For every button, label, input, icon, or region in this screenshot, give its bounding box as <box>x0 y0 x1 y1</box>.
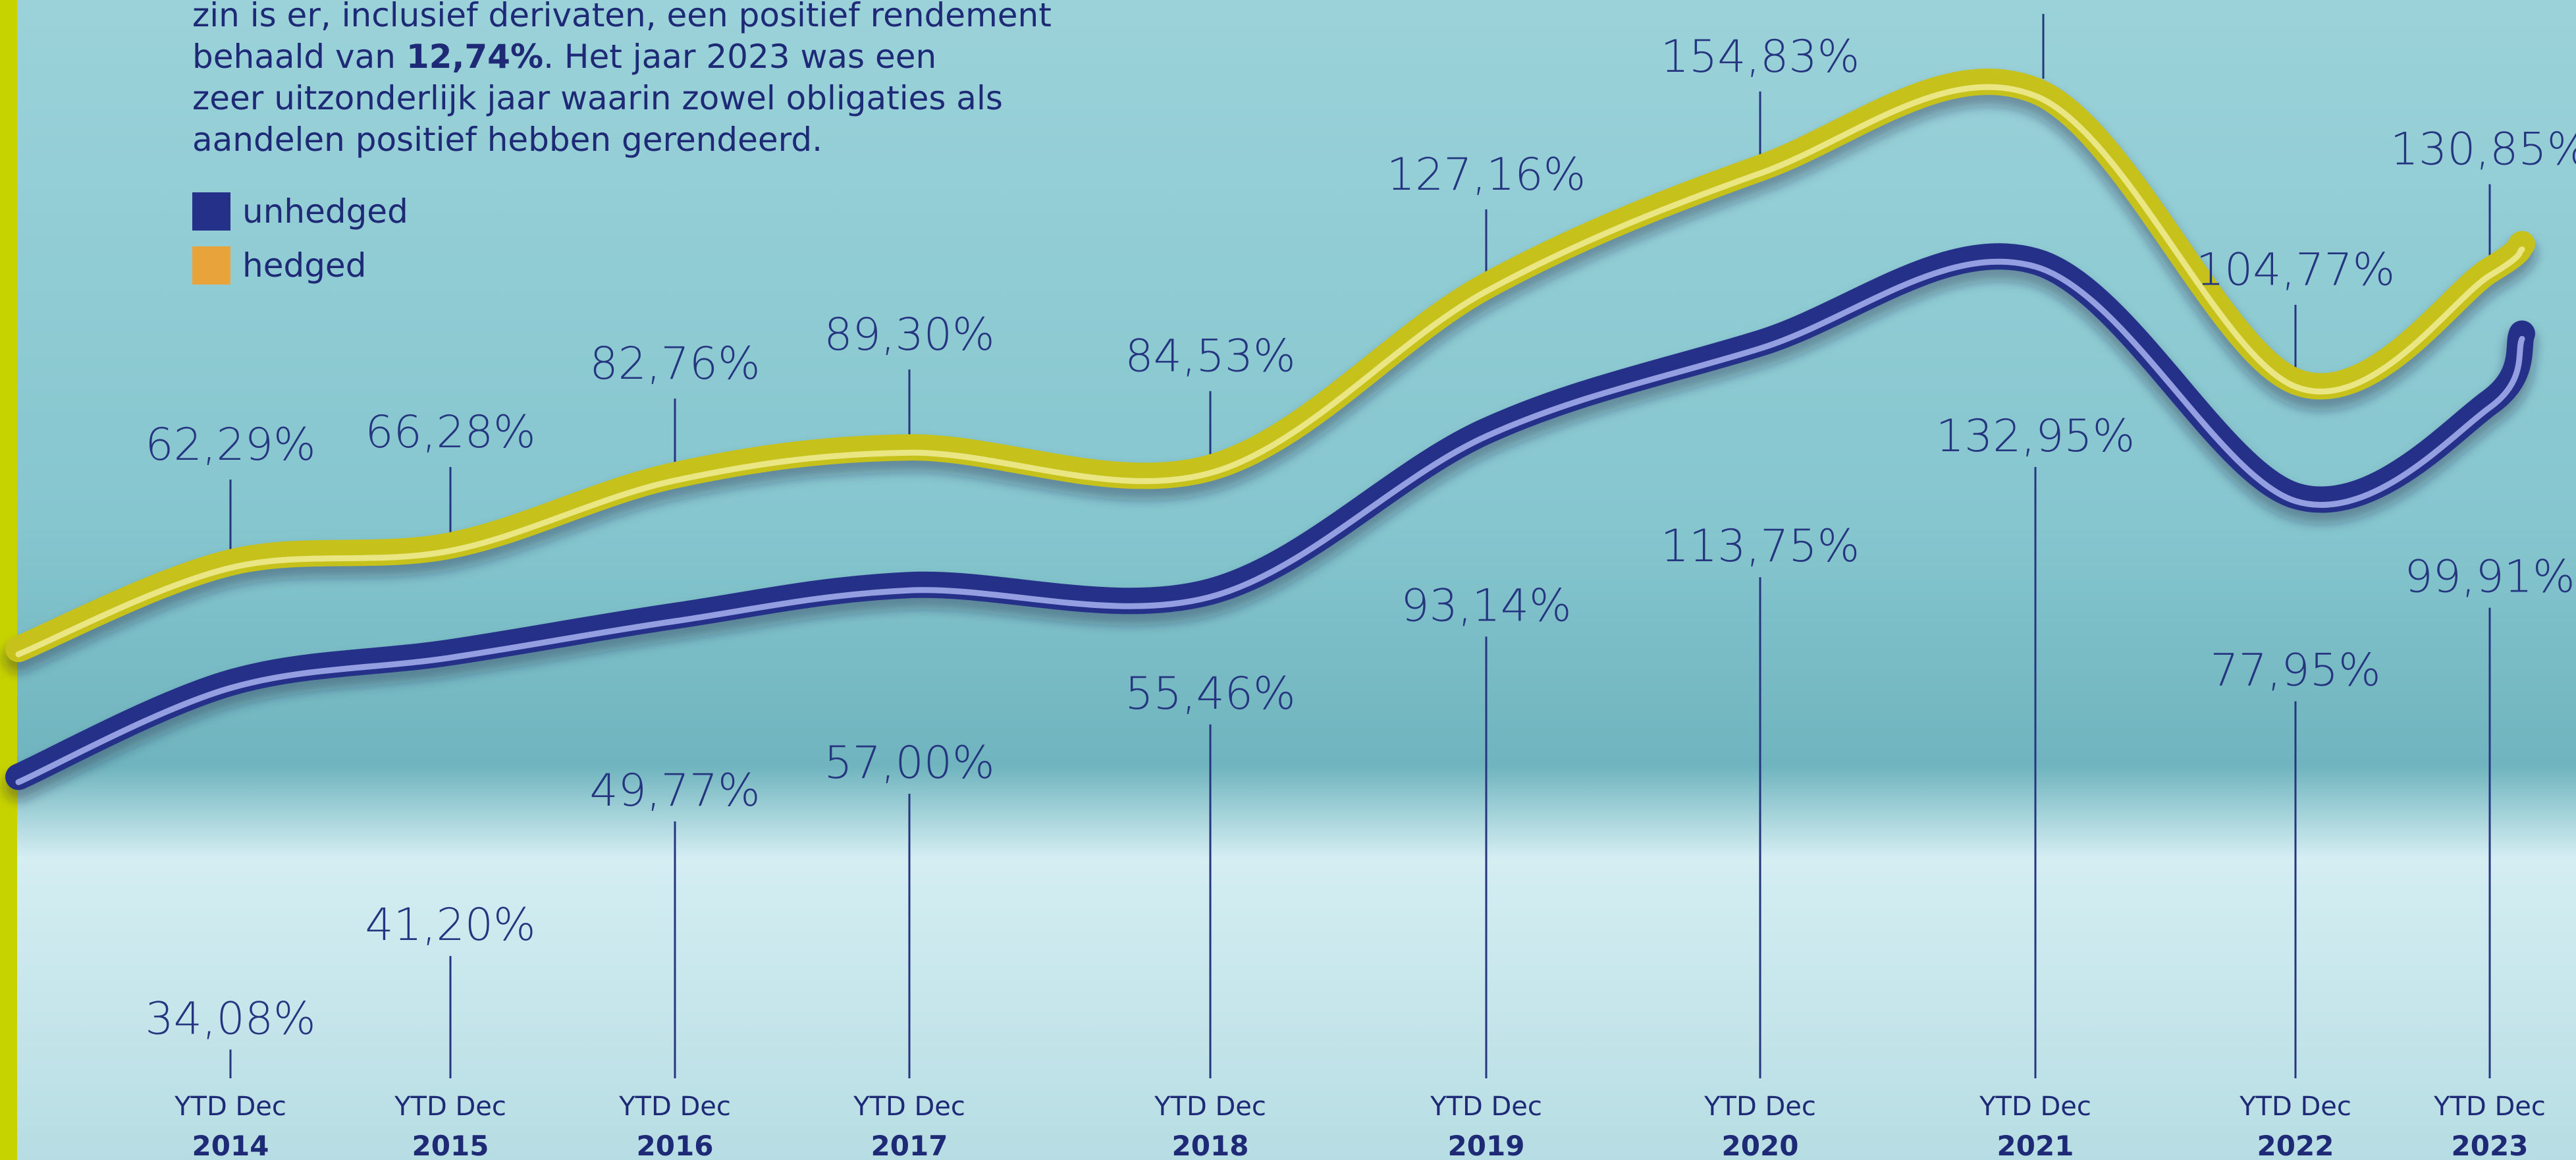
legend-label-hedged: hedged <box>242 246 367 285</box>
x-tick-label-year-2015: 2015 <box>412 1130 489 1160</box>
x-tick-label-top-2014: YTD Dec <box>174 1091 286 1122</box>
x-tick-label-top-2018: YTD Dec <box>1154 1091 1266 1122</box>
x-tick-label-year-2016: 2016 <box>637 1130 714 1160</box>
value-label-unhedged-2014: 34,08% <box>145 993 315 1045</box>
unhedged-line <box>5 243 2535 790</box>
value-label-hedged-2016: 82,76% <box>589 338 760 390</box>
x-tick-label-year-2022: 2022 <box>2257 1130 2334 1160</box>
legend-swatch-hedged <box>192 246 230 285</box>
value-labels: 34,08% 62,29% 41,20% 66,28% 49,77% 82,76% 57,0… <box>145 0 2576 1045</box>
value-label-unhedged-2018: 55,46% <box>1125 668 1295 720</box>
value-label-unhedged-2017: 57,00% <box>824 737 994 789</box>
value-label-unhedged-2023: 99,91% <box>2404 551 2575 603</box>
value-label-hedged-2014: 62,29% <box>145 419 315 471</box>
intro-return-value: 12,74% <box>406 38 544 76</box>
value-label-hedged-2023: 130,85% <box>2390 124 2576 176</box>
value-label-hedged-2015: 66,28% <box>365 406 535 458</box>
value-label-unhedged-2019: 93,14% <box>1401 580 1571 632</box>
hedged-line-highlight <box>15 84 2525 657</box>
x-tick-label-top-2022: YTD Dec <box>2239 1091 2351 1122</box>
legend-item-unhedged: unhedged <box>192 184 408 238</box>
x-tick-label-top-2017: YTD Dec <box>853 1091 965 1122</box>
intro-line-1: zin is er, inclusief derivaten, een posi… <box>192 0 1052 34</box>
value-label-unhedged-2020: 113,75% <box>1661 520 1860 572</box>
legend-swatch-unhedged <box>192 192 230 231</box>
value-label-hedged-2021: 173,02% <box>1936 0 2135 5</box>
value-label-unhedged-2021: 132,95% <box>1936 410 2135 462</box>
value-label-hedged-2017: 89,30% <box>824 309 994 361</box>
intro-line-2-start: behaald van <box>192 38 406 76</box>
series-lines <box>3 69 2537 802</box>
value-label-hedged-2018: 84,53% <box>1125 331 1295 383</box>
x-tick-label-top-2021: YTD Dec <box>1979 1091 2091 1122</box>
unhedged-line-highlight <box>15 258 2525 785</box>
x-tick-label-top-2023: YTD Dec <box>2433 1091 2546 1122</box>
x-tick-label-year-2020: 2020 <box>1722 1130 1799 1160</box>
value-label-hedged-2020: 154,83% <box>1661 31 1860 83</box>
x-tick-label-year-2018: 2018 <box>1172 1130 1249 1160</box>
x-tick-label-year-2021: 2021 <box>1997 1130 2074 1160</box>
x-tick-label-top-2019: YTD Dec <box>1430 1091 1542 1122</box>
legend-label-unhedged: unhedged <box>242 192 408 231</box>
value-label-unhedged-2016: 49,77% <box>589 765 760 817</box>
value-label-hedged-2019: 127,16% <box>1387 149 1586 201</box>
x-tick-label-year-2014: 2014 <box>192 1130 269 1160</box>
value-label-unhedged-2015: 41,20% <box>365 899 535 951</box>
x-tick-label-top-2016: YTD Dec <box>618 1091 731 1122</box>
accent-bar <box>0 0 17 1160</box>
value-label-unhedged-2022: 77,95% <box>2210 645 2380 697</box>
hedged-line <box>5 69 2535 663</box>
x-tick-label-top-2015: YTD Dec <box>394 1091 506 1122</box>
intro-line-4: aandelen positief hebben gerendeerd. <box>192 121 822 159</box>
value-label-hedged-2022: 104,77% <box>2196 244 2396 296</box>
x-tick-label-year-2019: 2019 <box>1448 1130 1525 1160</box>
leader-lines <box>229 14 2491 1078</box>
intro-text: zin is er, inclusief derivaten, een posi… <box>192 0 1061 161</box>
x-tick-label-top-2020: YTD Dec <box>1704 1091 1816 1122</box>
x-tick-label-year-2017: 2017 <box>871 1130 948 1160</box>
intro-line-3: zeer uitzonderlijk jaar waarin zowel obl… <box>192 79 1003 117</box>
chart-legend: unhedged hedged <box>192 184 408 292</box>
legend-item-hedged: hedged <box>192 238 408 292</box>
x-tick-label-year-2023: 2023 <box>2452 1130 2529 1160</box>
intro-line-2-end: . Het jaar 2023 was een <box>543 38 937 76</box>
x-axis-labels: YTD Dec 2014 YTD Dec 2015 YTD Dec 2016 YTD Dec… <box>174 1091 2546 1160</box>
